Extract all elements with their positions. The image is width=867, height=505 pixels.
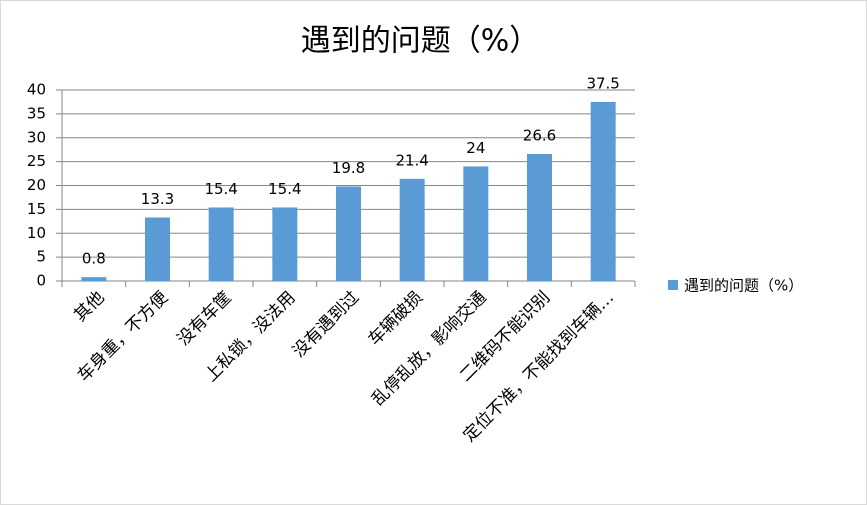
y-tick-label: 25 [27, 152, 46, 170]
y-tick-label: 20 [27, 176, 46, 194]
bar [272, 207, 298, 281]
bar [399, 178, 425, 281]
bar [208, 207, 234, 281]
legend-label: 遇到的问题（%） [684, 277, 803, 295]
y-tick-label: 30 [27, 128, 46, 146]
data-label: 37.5 [586, 74, 619, 92]
y-tick-label: 10 [27, 224, 46, 242]
y-tick-label: 15 [27, 200, 46, 218]
y-tick-label: 0 [36, 272, 46, 290]
data-label: 21.4 [395, 151, 428, 169]
y-tick-label: 35 [27, 104, 46, 122]
bar [336, 186, 361, 281]
data-label: 24 [466, 139, 485, 157]
bar [463, 166, 489, 281]
data-label: 0.8 [82, 250, 106, 268]
legend-swatch [668, 280, 678, 290]
data-label: 26.6 [523, 126, 556, 144]
data-label: 15.4 [204, 180, 237, 198]
bar [590, 101, 616, 281]
data-label: 19.8 [332, 159, 365, 177]
bar [81, 277, 107, 281]
bar [145, 217, 170, 281]
bar [527, 153, 552, 281]
data-label: 15.4 [268, 180, 301, 198]
y-tick-label: 40 [27, 81, 46, 99]
y-tick-label: 5 [36, 248, 46, 266]
chart-title: 遇到的问题（%） [301, 24, 540, 59]
data-label: 13.3 [141, 190, 174, 208]
